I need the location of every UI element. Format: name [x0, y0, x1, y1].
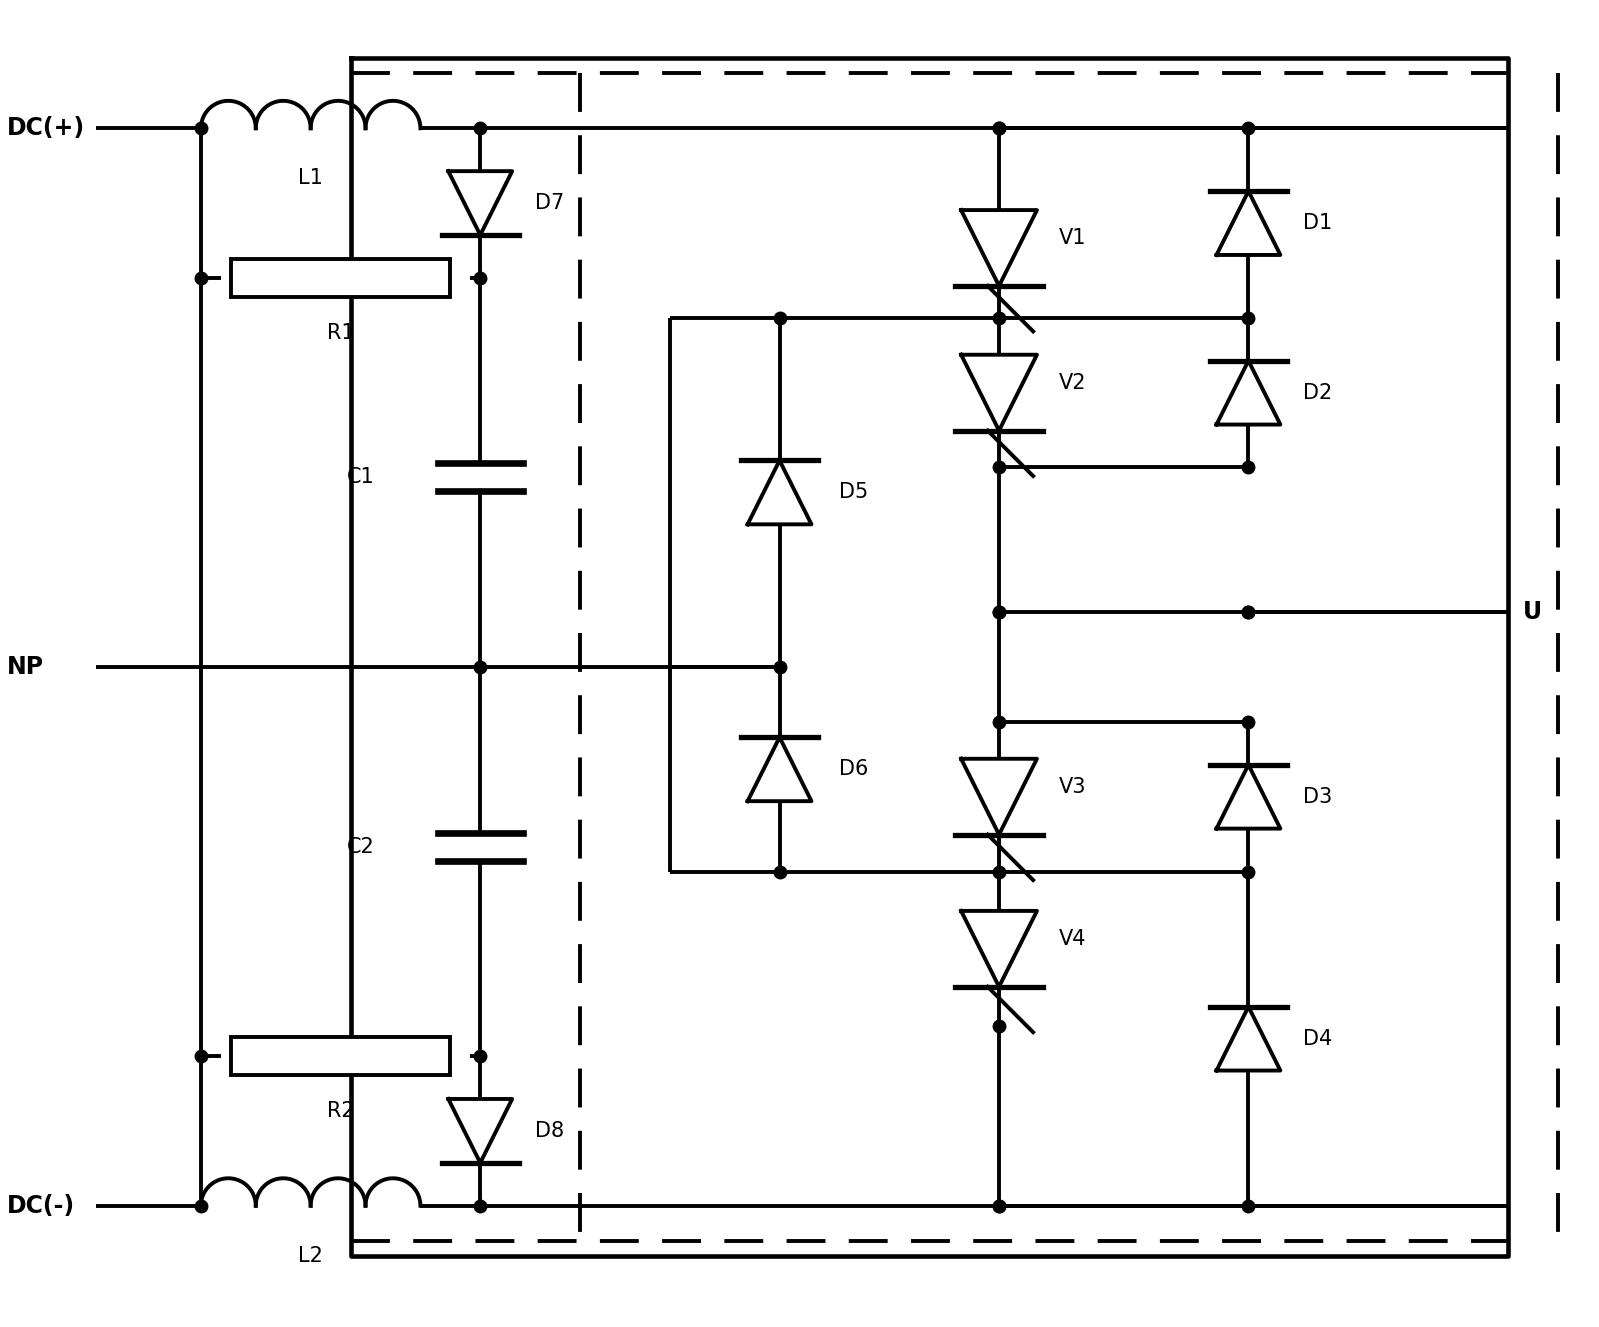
Text: V3: V3: [1059, 776, 1086, 796]
Text: U: U: [1522, 600, 1541, 624]
Polygon shape: [961, 910, 1036, 987]
Text: C2: C2: [347, 836, 374, 856]
Text: DC(-): DC(-): [6, 1194, 75, 1218]
Text: DC(+): DC(+): [6, 117, 85, 141]
Text: R1: R1: [326, 322, 355, 342]
Polygon shape: [961, 759, 1036, 835]
Polygon shape: [1217, 361, 1281, 425]
Polygon shape: [961, 210, 1036, 285]
Text: L2: L2: [299, 1246, 323, 1266]
Text: V2: V2: [1059, 373, 1086, 393]
Text: D8: D8: [536, 1121, 564, 1141]
Polygon shape: [1217, 191, 1281, 255]
Text: L1: L1: [299, 169, 323, 188]
Bar: [230, 1038, 451, 1075]
Text: D1: D1: [1303, 214, 1332, 234]
Text: NP: NP: [6, 656, 43, 679]
Text: D2: D2: [1303, 382, 1332, 402]
Polygon shape: [1217, 764, 1281, 828]
Text: D6: D6: [839, 759, 868, 779]
Polygon shape: [748, 460, 811, 524]
Text: D7: D7: [536, 194, 564, 214]
Polygon shape: [1217, 1007, 1281, 1071]
Text: R2: R2: [326, 1101, 355, 1121]
Polygon shape: [748, 738, 811, 802]
Bar: [230, 259, 451, 297]
Text: V4: V4: [1059, 929, 1086, 949]
Text: C1: C1: [347, 467, 374, 487]
Text: V1: V1: [1059, 228, 1086, 248]
Polygon shape: [448, 1099, 512, 1162]
Text: D5: D5: [839, 483, 868, 503]
Text: D3: D3: [1303, 787, 1332, 807]
Text: D4: D4: [1303, 1028, 1332, 1048]
Polygon shape: [961, 354, 1036, 430]
Polygon shape: [448, 171, 512, 235]
